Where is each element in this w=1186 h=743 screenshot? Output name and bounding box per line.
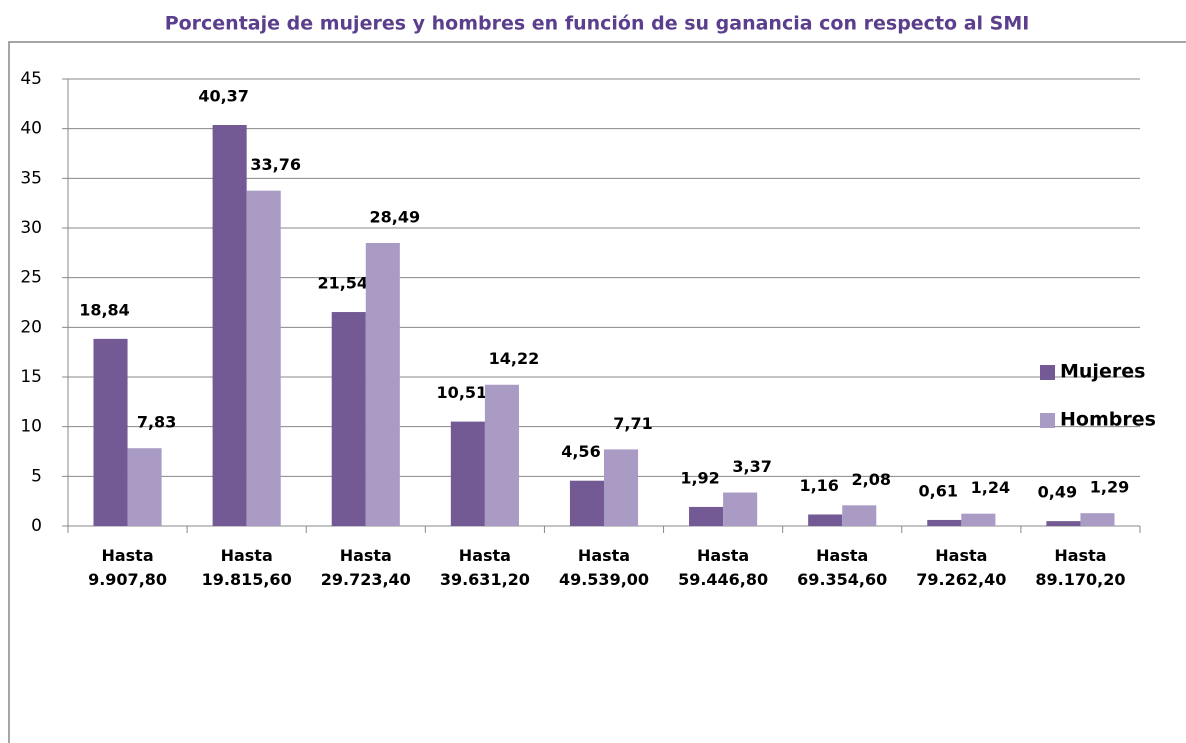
y-tick-label: 5: [31, 466, 42, 486]
data-label: 7,71: [613, 414, 652, 433]
bar: [127, 448, 162, 526]
x-tick-label-line: Hasta: [1054, 546, 1106, 565]
data-label: 1,24: [971, 478, 1010, 497]
y-tick-label: 30: [20, 218, 42, 238]
bar: [569, 480, 604, 526]
bar: [927, 519, 962, 526]
x-tick-label-line: Hasta: [101, 546, 153, 565]
bar: [331, 312, 366, 526]
x-tick-label-line: 9.907,80: [88, 570, 167, 589]
x-tick-label: Hasta 79.262,40: [916, 546, 1006, 589]
data-label: 40,37: [198, 86, 249, 105]
bar: [808, 514, 843, 526]
bar: [689, 506, 724, 526]
x-tick-label-line: 69.354,60: [797, 570, 887, 589]
y-tick-label: 0: [31, 516, 42, 536]
legend-label: Mujeres: [1060, 361, 1145, 383]
bar: [842, 505, 877, 526]
x-tick-label: Hasta 39.631,20: [440, 546, 530, 589]
data-label: 2,08: [852, 470, 891, 489]
data-label: 3,37: [732, 457, 771, 476]
bar: [212, 124, 247, 526]
chart-frame: [8, 41, 1186, 743]
data-label: 0,61: [919, 481, 958, 500]
legend-label: Hombres: [1060, 409, 1156, 431]
x-tick-label-line: Hasta: [816, 546, 868, 565]
bar: [723, 492, 758, 526]
x-tick-label-line: 49.539,00: [559, 570, 649, 589]
y-tick-label: 40: [20, 119, 42, 139]
bar: [246, 190, 281, 526]
bar: [93, 338, 128, 526]
x-tick-label-line: 39.631,20: [440, 570, 530, 589]
bar: [604, 449, 639, 526]
bar: [484, 384, 519, 526]
x-tick-label: Hasta 9.907,80: [88, 546, 167, 589]
bar: [1046, 521, 1081, 526]
x-tick-label: Hasta 59.446,80: [678, 546, 768, 589]
x-tick-label: Hasta 19.815,60: [202, 546, 292, 589]
data-label: 7,83: [137, 413, 176, 432]
data-label: 0,49: [1038, 483, 1077, 502]
y-tick-label: 25: [20, 268, 42, 288]
x-tick-label-line: 59.446,80: [678, 570, 768, 589]
data-label: 18,84: [79, 300, 130, 319]
y-tick-label: 35: [20, 168, 42, 188]
x-tick-label-line: Hasta: [578, 546, 630, 565]
bar: [1080, 513, 1115, 526]
data-label: 21,54: [317, 274, 368, 293]
y-tick-label: 45: [20, 69, 42, 89]
x-tick-label-line: Hasta: [697, 546, 749, 565]
x-tick-label: Hasta 89.170,20: [1035, 546, 1125, 589]
x-tick-label: Hasta 69.354,60: [797, 546, 887, 589]
x-tick-label-line: Hasta: [340, 546, 392, 565]
x-tick-label-line: Hasta: [935, 546, 987, 565]
y-tick-label: 10: [20, 417, 42, 437]
x-tick-label-line: 89.170,20: [1035, 570, 1125, 589]
data-label: 14,22: [489, 349, 540, 368]
bar: [365, 242, 400, 526]
bar: [450, 421, 485, 526]
x-tick-label-line: 79.262,40: [916, 570, 1006, 589]
y-tick-label: 20: [20, 317, 42, 337]
x-tick-label-line: 19.815,60: [202, 570, 292, 589]
x-tick-label: Hasta 29.723,40: [321, 546, 411, 589]
x-tick-label-line: Hasta: [459, 546, 511, 565]
legend-swatch: [1040, 365, 1055, 380]
legend-swatch: [1040, 413, 1055, 428]
x-tick-label-line: Hasta: [221, 546, 273, 565]
bar: [961, 513, 996, 526]
data-label: 4,56: [561, 442, 600, 461]
data-label: 1,16: [799, 476, 838, 495]
data-label: 28,49: [370, 207, 421, 226]
data-label: 10,51: [437, 383, 488, 402]
chart-title: Porcentaje de mujeres y hombres en funci…: [165, 13, 1030, 35]
x-tick-label: Hasta 49.539,00: [559, 546, 649, 589]
x-tick-label-line: 29.723,40: [321, 570, 411, 589]
data-label: 1,92: [680, 468, 719, 487]
data-label: 1,29: [1090, 478, 1129, 497]
data-label: 33,76: [250, 155, 301, 174]
y-tick-label: 15: [20, 367, 42, 387]
